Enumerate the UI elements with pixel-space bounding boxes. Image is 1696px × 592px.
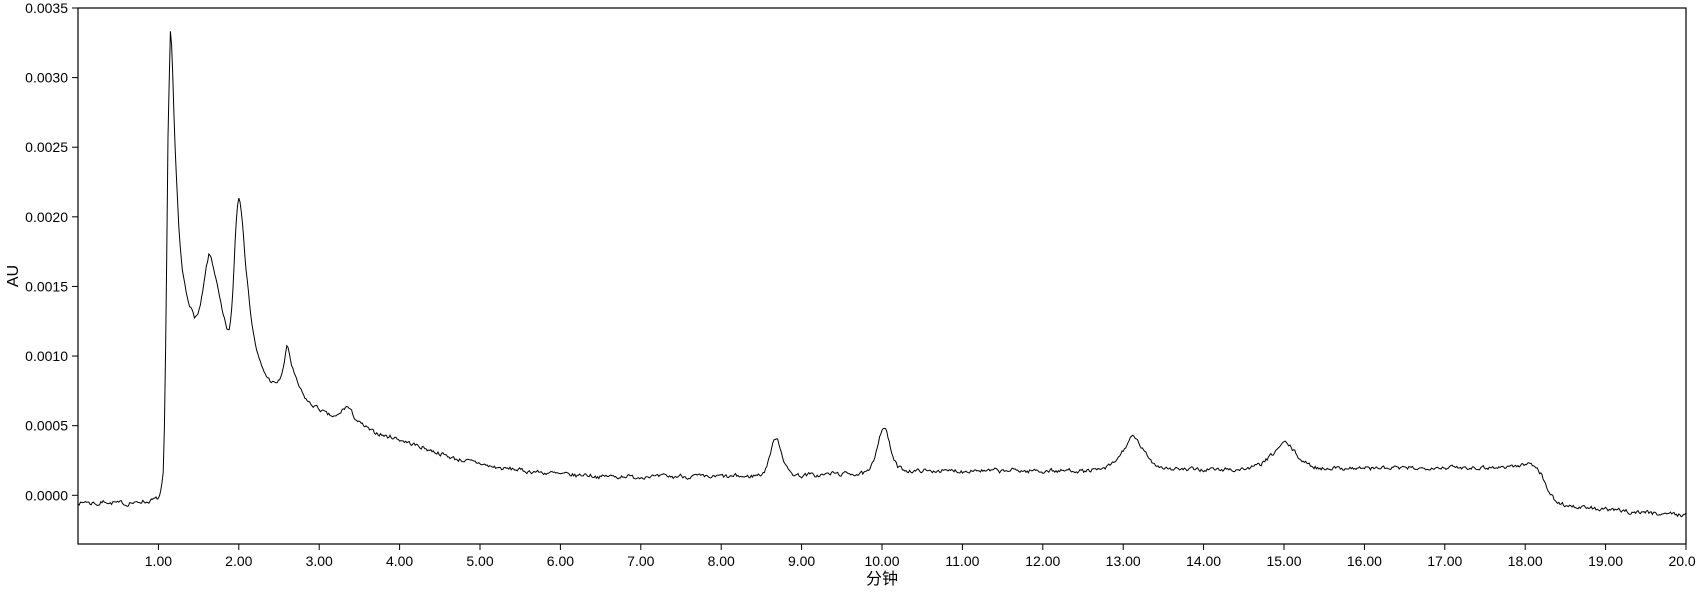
chromatogram-chart: 1.00 2.00 3.00 4.00 5.00 6.00 7.00 8.00 9.00 10.0… [0, 0, 1696, 592]
svg-text:9.00: 9.00 [788, 553, 815, 569]
svg-text:20.00: 20.00 [1668, 553, 1696, 569]
svg-text:1.00: 1.00 [145, 553, 172, 569]
svg-text:分钟: 分钟 [866, 570, 898, 588]
svg-text:0.0015: 0.0015 [25, 278, 68, 294]
svg-text:0.0025: 0.0025 [25, 139, 68, 155]
svg-text:0.0020: 0.0020 [25, 209, 68, 225]
svg-text:14.00: 14.00 [1186, 553, 1221, 569]
svg-text:10.00: 10.00 [864, 553, 899, 569]
svg-text:19.00: 19.00 [1588, 553, 1623, 569]
svg-text:16.00: 16.00 [1347, 553, 1382, 569]
svg-text:5.00: 5.00 [466, 553, 493, 569]
svg-text:0.0010: 0.0010 [25, 348, 68, 364]
svg-text:7.00: 7.00 [627, 553, 654, 569]
svg-text:17.00: 17.00 [1427, 553, 1462, 569]
svg-text:2.00: 2.00 [225, 553, 252, 569]
svg-text:6.00: 6.00 [547, 553, 574, 569]
chart-svg: 1.00 2.00 3.00 4.00 5.00 6.00 7.00 8.00 9.00 10.0… [0, 0, 1696, 592]
svg-text:3.00: 3.00 [306, 553, 333, 569]
svg-text:0.0030: 0.0030 [25, 70, 68, 86]
svg-text:12.00: 12.00 [1025, 553, 1060, 569]
svg-text:11.00: 11.00 [945, 553, 979, 569]
svg-text:0.0000: 0.0000 [25, 487, 68, 503]
svg-text:13.00: 13.00 [1106, 553, 1141, 569]
svg-text:18.00: 18.00 [1508, 553, 1543, 569]
svg-text:8.00: 8.00 [708, 553, 735, 569]
svg-text:0.0005: 0.0005 [25, 418, 68, 434]
svg-text:AU: AU [5, 265, 22, 287]
svg-text:4.00: 4.00 [386, 553, 413, 569]
svg-text:15.00: 15.00 [1266, 553, 1301, 569]
svg-text:0.0035: 0.0035 [25, 0, 68, 16]
